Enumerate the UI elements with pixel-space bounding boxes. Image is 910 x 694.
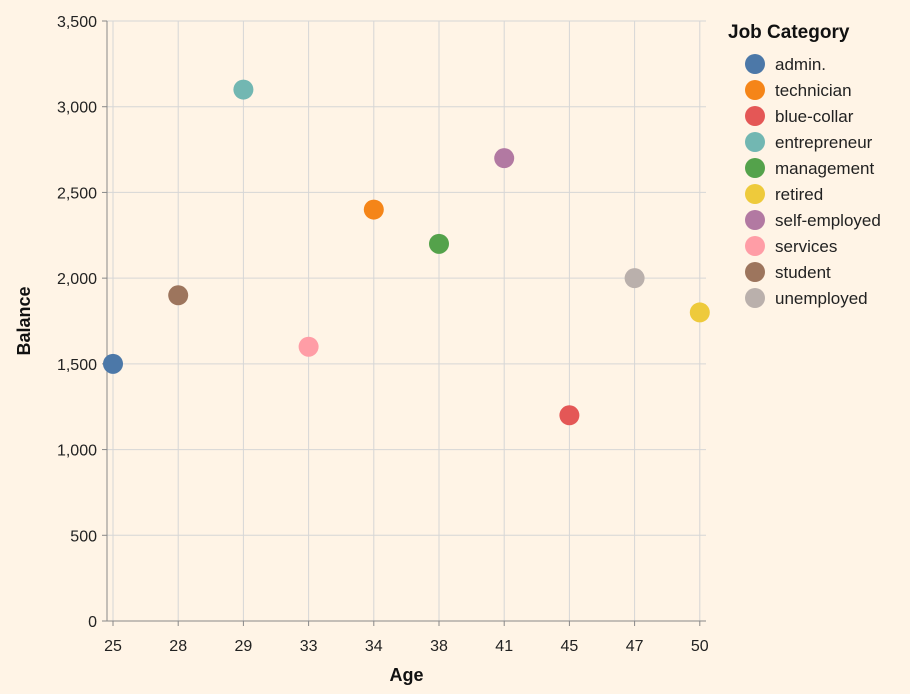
legend-label: management (775, 159, 875, 178)
legend: Job Category admin. technician blue-collar… (728, 22, 881, 308)
y-axis-title: Balance (14, 286, 34, 355)
legend-symbol (745, 132, 765, 152)
legend-label: student (775, 263, 831, 282)
data-point (363, 199, 384, 220)
data-point (689, 302, 710, 323)
legend-symbol (745, 236, 765, 256)
legend-title: Job Category (728, 22, 850, 43)
data-point (233, 79, 254, 100)
y-tick-label: 1,000 (57, 443, 97, 460)
legend-symbol (745, 54, 765, 74)
axes: 0 500 1,000 1,500 2,000 2,500 3,000 3,500 25 28 29… (57, 14, 709, 655)
y-tick-label: 2,000 (57, 271, 97, 288)
legend-symbol (745, 210, 765, 230)
x-tick-label: 34 (365, 638, 383, 655)
legend-symbol (745, 106, 765, 126)
y-tick-label: 3,000 (57, 100, 97, 117)
x-tick-label: 50 (691, 638, 709, 655)
data-point (559, 405, 580, 426)
legend-label: retired (775, 185, 823, 204)
data-point (298, 336, 319, 357)
x-tick-label: 33 (300, 638, 318, 655)
legend-symbol (745, 80, 765, 100)
y-tick-label: 1,500 (57, 357, 97, 374)
data-point (168, 285, 189, 306)
legend-symbol (745, 262, 765, 282)
legend-label: unemployed (775, 289, 868, 308)
data-point (429, 233, 449, 254)
x-tick-label: 28 (169, 638, 187, 655)
x-axis-title: Age (389, 665, 423, 685)
data-point (624, 268, 645, 289)
legend-symbol (745, 184, 765, 204)
legend-label: blue-collar (775, 107, 854, 126)
grid (107, 20, 706, 622)
legend-label: entrepreneur (775, 133, 873, 152)
x-tick-label: 38 (430, 638, 448, 655)
legend-symbol (745, 158, 765, 178)
x-tick-label: 29 (235, 638, 253, 655)
data-points (103, 79, 710, 426)
data-point (103, 353, 123, 374)
y-tick-label: 0 (88, 614, 97, 631)
data-point (494, 148, 515, 169)
legend-label: admin. (775, 55, 826, 74)
legend-symbol (745, 288, 765, 308)
x-tick-label: 47 (626, 638, 644, 655)
legend-label: self-employed (775, 211, 881, 230)
y-tick-label: 2,500 (57, 185, 97, 202)
x-tick-label: 41 (495, 638, 513, 655)
y-tick-label: 500 (70, 528, 97, 545)
x-tick-label: 25 (104, 638, 122, 655)
y-tick-label: 3,500 (57, 14, 97, 31)
x-tick-label: 45 (561, 638, 579, 655)
legend-label: technician (775, 81, 852, 100)
legend-label: services (775, 237, 837, 256)
